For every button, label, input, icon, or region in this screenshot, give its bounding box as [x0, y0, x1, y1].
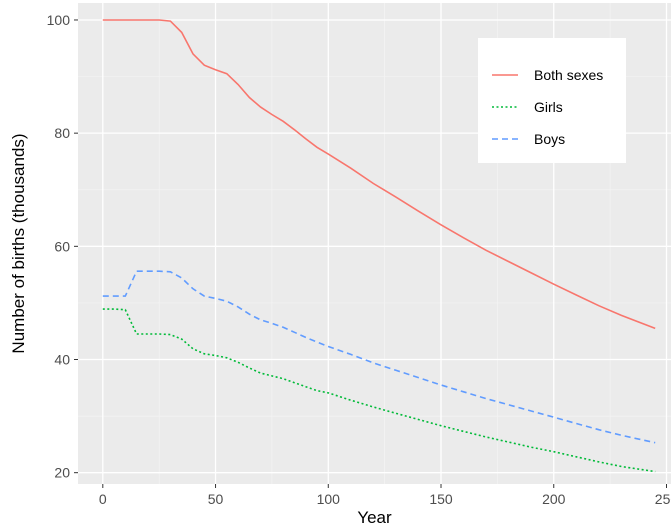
- legend: Both sexes Girls Boys: [478, 38, 626, 163]
- y-tick-label: 60: [54, 238, 70, 254]
- legend-label: Boys: [534, 131, 565, 147]
- x-axis: 0 50 100 150 200 250: [99, 484, 671, 507]
- x-tick-label: 0: [99, 491, 107, 507]
- x-tick-label: 50: [208, 491, 224, 507]
- x-tick-label: 150: [429, 491, 453, 507]
- y-tick-label: 20: [54, 465, 70, 481]
- y-tick-label: 80: [54, 125, 70, 141]
- y-axis-title: Number of births (thousands): [9, 133, 28, 353]
- x-tick-label: 250: [655, 491, 671, 507]
- y-axis: 20 40 60 80 100: [47, 12, 78, 481]
- y-tick-label: 100: [47, 12, 71, 28]
- legend-label: Both sexes: [534, 67, 603, 83]
- y-tick-label: 40: [54, 352, 70, 368]
- legend-label: Girls: [534, 99, 563, 115]
- x-tick-label: 100: [317, 491, 341, 507]
- x-axis-title: Year: [357, 508, 392, 527]
- x-tick-label: 200: [542, 491, 566, 507]
